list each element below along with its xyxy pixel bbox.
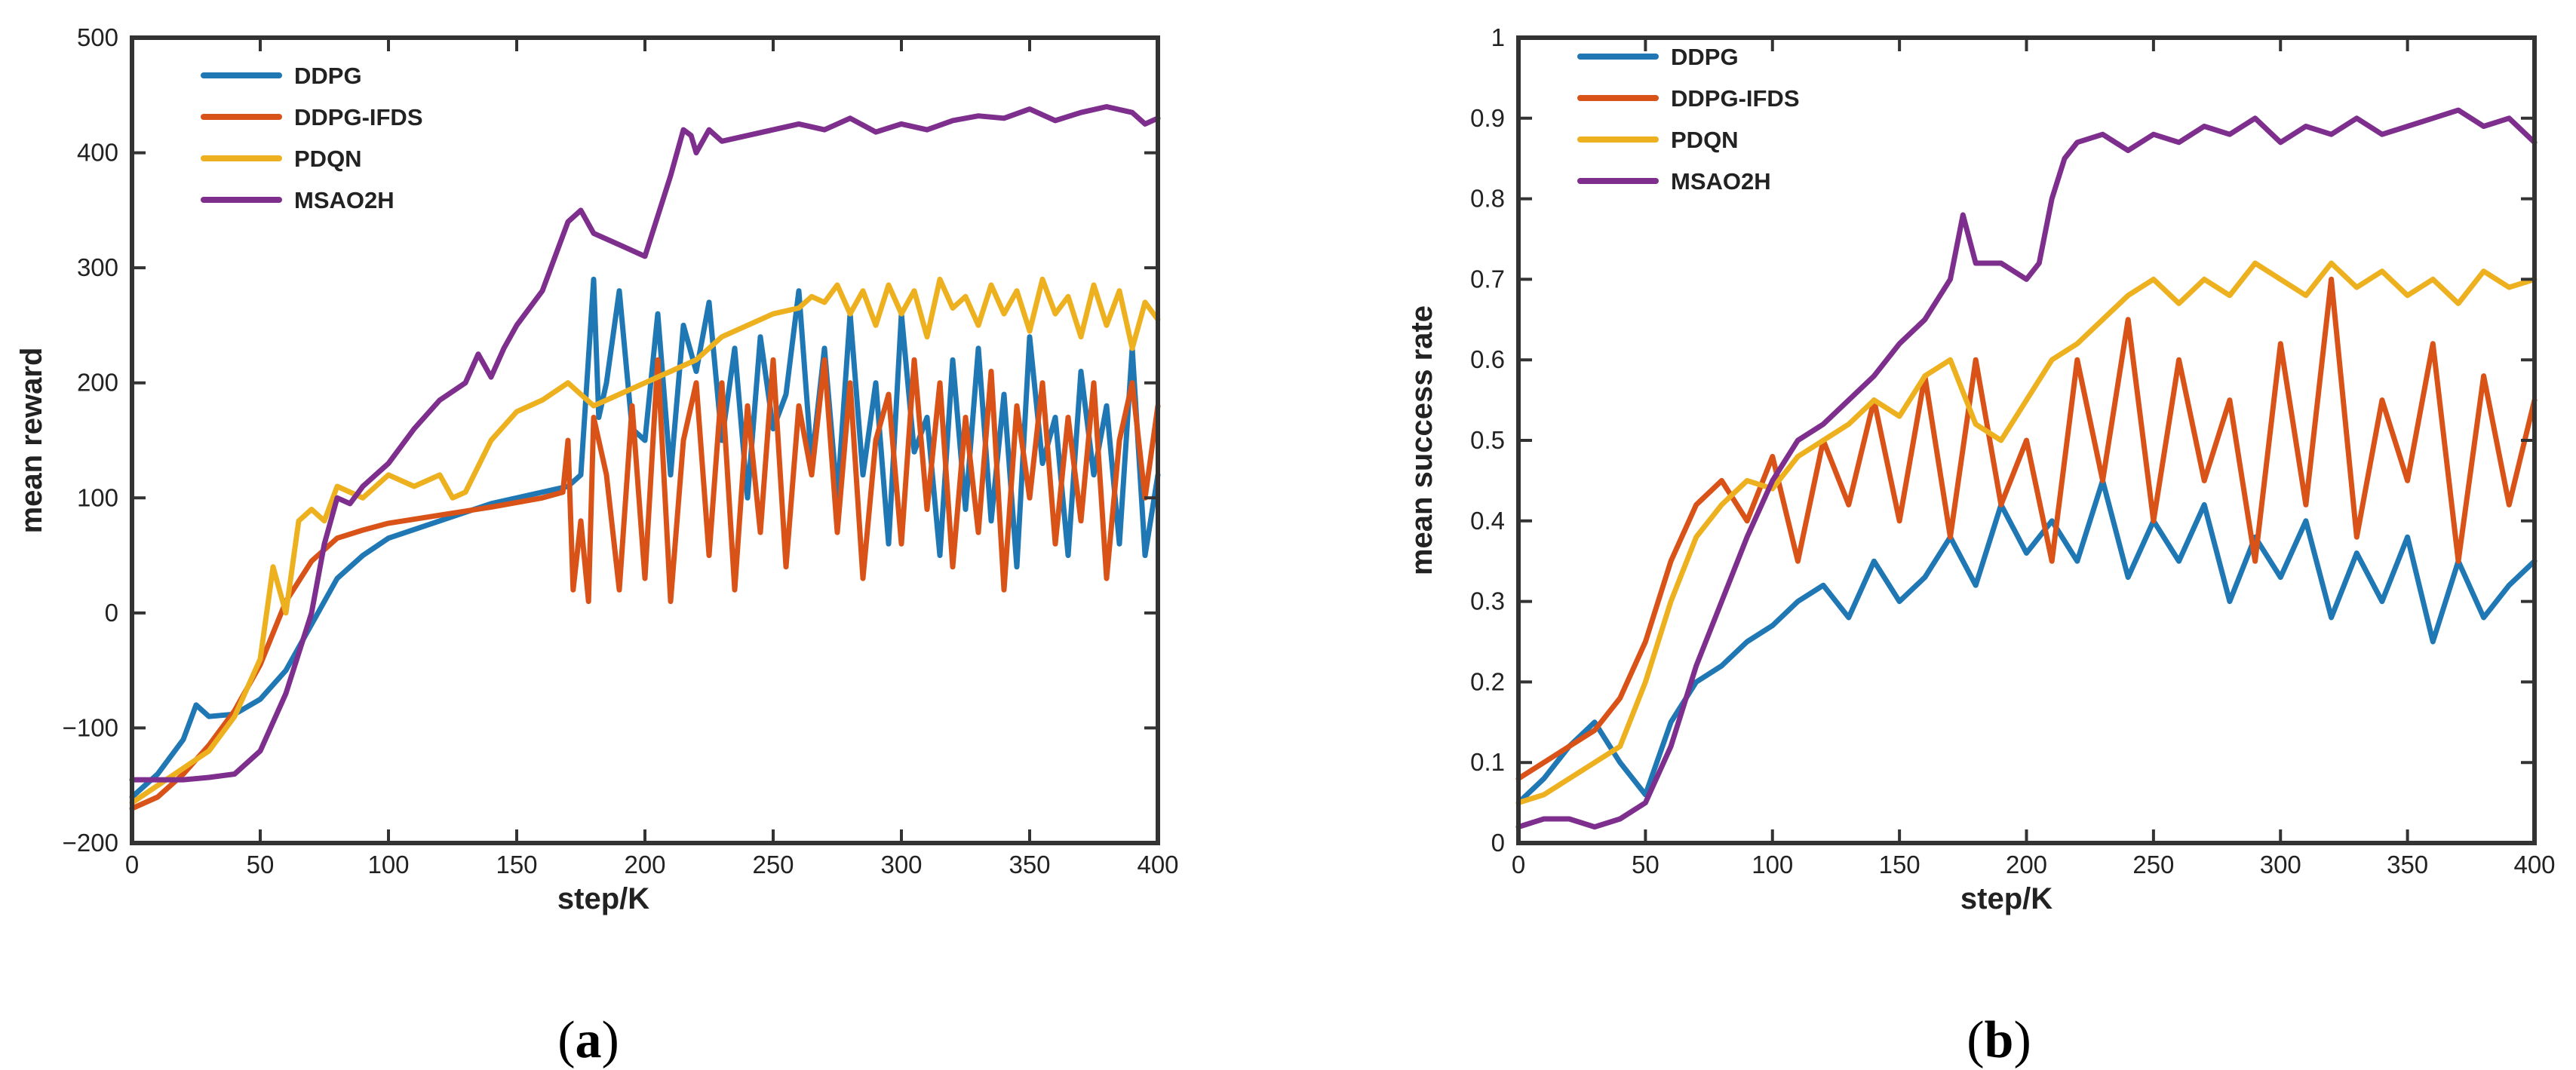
chart-a-x-tick-label: 150 — [496, 851, 537, 878]
chart-a-x-tick-label: 250 — [752, 851, 794, 878]
chart-a-series-line-2 — [129, 276, 1161, 806]
chart-b-x-tick-label: 300 — [2260, 851, 2301, 878]
chart-b-y-ticks: 0 0.1 0.2 0.3 0.4 0.5 0.6 0.7 0.8 0.9 1 — [1470, 23, 2535, 857]
chart-a-x-tick-label: 0 — [125, 851, 139, 878]
chart-b-x-tick-label: 150 — [1879, 851, 1920, 878]
chart-a-legend-label: MSAO2H — [294, 187, 395, 213]
chart-b-y-tick-label: 0.4 — [1470, 507, 1505, 535]
chart-b-y-tick-label: 0.6 — [1470, 345, 1505, 373]
chart-b-x-ticks: 0 50 100 150 200 250 300 350 400 — [1512, 38, 2556, 878]
chart-a-y-tick-label: −100 — [63, 713, 118, 741]
chart-a-series-line-3 — [129, 104, 1161, 783]
chart-a-y-tick-label: 300 — [77, 253, 118, 281]
chart-b-legend-label: DDPG — [1671, 44, 1739, 70]
chart-a-x-ticks: 0 50 100 150 200 250 300 350 400 — [125, 38, 1179, 878]
chart-a-y-tick-label: −200 — [63, 829, 118, 857]
chart-a-x-tick-label: 200 — [624, 851, 665, 878]
chart-b-x-tick-label: 0 — [1512, 851, 1525, 878]
chart-b: 0 0.1 0.2 0.3 0.4 0.5 0.6 0.7 0.8 0.9 1 0 50 100 150 2… — [1405, 23, 2556, 1069]
chart-b-x-tick-label: 50 — [1632, 851, 1660, 878]
chart-b-y-tick-label: 0.2 — [1470, 667, 1505, 695]
chart-a-y-ticks: −200 −100 0 100 200 300 400 500 — [63, 23, 1158, 857]
chart-b-x-axis-label: step/K — [1960, 882, 2053, 915]
chart-b-series — [1515, 107, 2538, 830]
chart-b-legend-label: PDQN — [1671, 127, 1739, 153]
chart-a-y-axis-label: mean reward — [15, 348, 48, 534]
chart-b-plot-area — [1515, 35, 2538, 845]
chart-b-y-tick-label: 0.5 — [1470, 426, 1505, 454]
chart-a-y-tick-label: 200 — [77, 369, 118, 397]
chart-a-x-tick-label: 350 — [1009, 851, 1050, 878]
chart-b-y-tick-label: 0.3 — [1470, 587, 1505, 615]
chart-b-y-tick-label: 1 — [1491, 23, 1505, 51]
chart-b-x-tick-label: 100 — [1752, 851, 1793, 878]
chart-a-y-tick-label: 100 — [77, 483, 118, 511]
chart-a-x-tick-label: 300 — [880, 851, 922, 878]
chart-b-legend: DDPG DDPG-IFDS PDQN MSAO2H — [1577, 44, 1800, 195]
chart-a: −200 −100 0 100 200 300 400 500 0 50 100 150 200 250… — [15, 23, 1179, 1069]
chart-a-y-tick-label: 500 — [77, 23, 118, 51]
chart-a-legend-label: DDPG — [294, 63, 362, 89]
panel-label-b: (b) — [1967, 1011, 2031, 1069]
chart-b-y-tick-label: 0.9 — [1470, 104, 1505, 132]
chart-a-x-axis-label: step/K — [557, 882, 649, 915]
chart-a-series-line-0 — [129, 276, 1161, 800]
chart-b-series-line-1 — [1515, 276, 2538, 782]
chart-a-series — [129, 104, 1161, 811]
chart-b-x-tick-label: 400 — [2513, 851, 2555, 878]
chart-b-y-tick-label: 0.8 — [1470, 185, 1505, 213]
panel-label-a: (a) — [557, 1011, 619, 1069]
chart-a-legend-label: DDPG-IFDS — [294, 104, 423, 130]
chart-b-y-axis-label: mean success rate — [1405, 305, 1438, 575]
chart-a-legend: DDPG DDPG-IFDS PDQN MSAO2H — [201, 63, 423, 213]
chart-b-y-tick-label: 0.1 — [1470, 748, 1505, 776]
chart-a-x-tick-label: 50 — [247, 851, 275, 878]
chart-b-legend-label: MSAO2H — [1671, 168, 1771, 195]
chart-a-y-tick-label: 0 — [105, 599, 118, 627]
chart-b-y-tick-label: 0 — [1491, 829, 1505, 857]
chart-a-x-tick-label: 400 — [1137, 851, 1178, 878]
chart-b-y-tick-label: 0.7 — [1470, 265, 1505, 293]
chart-b-series-line-2 — [1515, 260, 2538, 806]
chart-a-plot-area — [129, 35, 1161, 845]
chart-b-x-tick-label: 200 — [2006, 851, 2047, 878]
chart-b-x-tick-label: 250 — [2132, 851, 2174, 878]
chart-b-series-line-3 — [1515, 107, 2538, 830]
chart-b-x-tick-label: 350 — [2387, 851, 2428, 878]
chart-a-series-line-1 — [129, 357, 1161, 811]
chart-a-y-tick-label: 400 — [77, 139, 118, 167]
chart-b-legend-label: DDPG-IFDS — [1671, 85, 1800, 112]
chart-a-legend-label: PDQN — [294, 146, 362, 172]
chart-a-x-tick-label: 100 — [367, 851, 409, 878]
